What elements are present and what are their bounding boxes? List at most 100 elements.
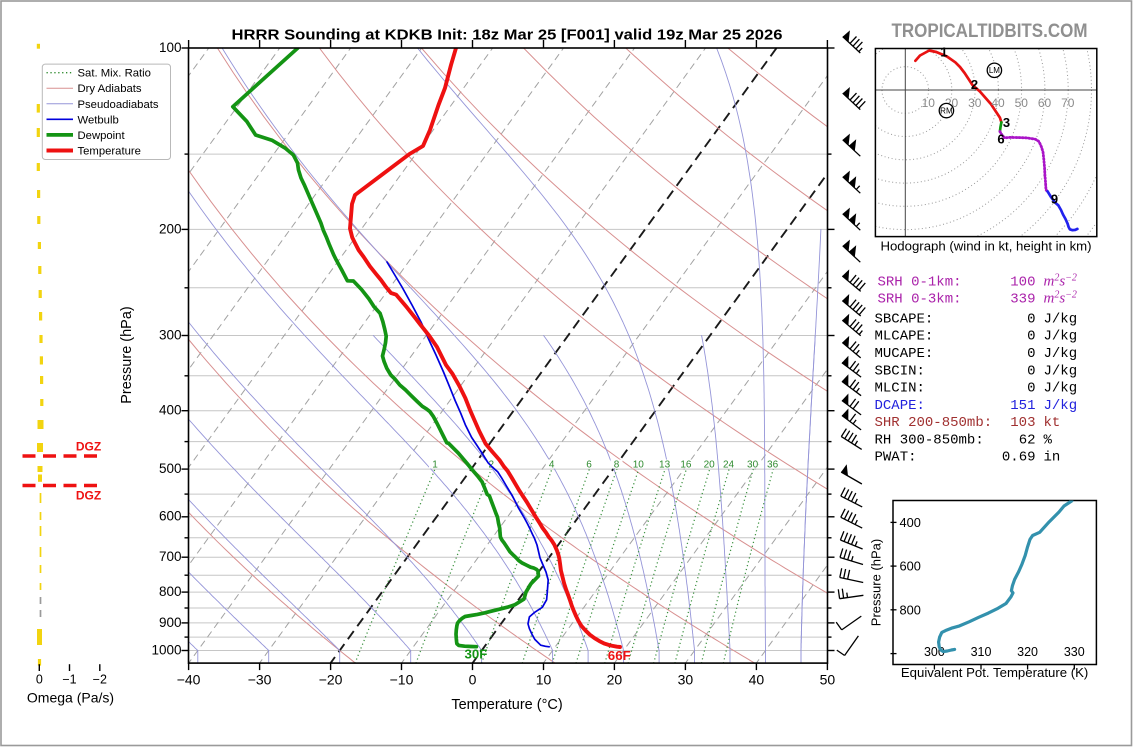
svg-text:20: 20 (704, 460, 716, 471)
svg-text:10: 10 (536, 672, 552, 688)
svg-text:0: 0 (1027, 346, 1035, 362)
svg-text:LM: LM (989, 66, 1000, 75)
svg-text:800: 800 (900, 602, 921, 617)
svg-text:J/kg: J/kg (1044, 346, 1078, 362)
svg-text:40: 40 (749, 672, 765, 688)
svg-text:−30: −30 (248, 672, 272, 688)
svg-text:600: 600 (159, 509, 182, 524)
svg-text:10: 10 (633, 460, 645, 471)
svg-text:20: 20 (607, 672, 623, 688)
svg-text:RM: RM (940, 106, 953, 115)
svg-text:DCAPE:: DCAPE: (875, 398, 925, 414)
svg-text:60: 60 (1038, 96, 1052, 110)
svg-text:−40: −40 (177, 672, 201, 688)
svg-text:J/kg: J/kg (1044, 329, 1078, 345)
svg-text:13: 13 (659, 460, 671, 471)
svg-text:36: 36 (767, 460, 779, 471)
svg-text:62: 62 (1019, 433, 1036, 449)
svg-text:Pseudoadiabats: Pseudoadiabats (78, 99, 159, 111)
svg-text:300: 300 (159, 327, 182, 342)
svg-text:Dry Adiabats: Dry Adiabats (78, 83, 142, 95)
svg-text:SRH 0-1km:: SRH 0-1km: (878, 275, 962, 291)
svg-text:0: 0 (1027, 329, 1035, 345)
svg-text:700: 700 (159, 549, 182, 564)
svg-text:8: 8 (614, 460, 620, 471)
svg-text:MUCAPE:: MUCAPE: (875, 346, 934, 362)
svg-text:0.69: 0.69 (1002, 450, 1036, 466)
svg-text:200: 200 (159, 221, 182, 236)
svg-text:Sat. Mix. Ratio: Sat. Mix. Ratio (78, 68, 151, 80)
svg-text:TROPICALTIDBITS.COM: TROPICALTIDBITS.COM (892, 20, 1088, 42)
svg-text:kt: kt (1044, 415, 1061, 431)
svg-text:400: 400 (900, 515, 921, 530)
svg-text:2: 2 (971, 77, 978, 92)
svg-text:330: 330 (1064, 645, 1085, 659)
svg-text:30: 30 (968, 96, 982, 110)
svg-text:Pressure (hPa): Pressure (hPa) (869, 539, 884, 626)
svg-text:320: 320 (1017, 645, 1038, 659)
svg-text:MLCIN:: MLCIN: (875, 381, 925, 397)
svg-text:Equivalent Pot. Temperature (K: Equivalent Pot. Temperature (K) (901, 665, 1088, 680)
svg-text:Dewpoint: Dewpoint (78, 130, 126, 142)
svg-text:MLCAPE:: MLCAPE: (875, 329, 934, 345)
svg-text:0: 0 (1027, 363, 1035, 379)
svg-text:151: 151 (1010, 398, 1035, 414)
svg-text:J/kg: J/kg (1044, 312, 1078, 328)
svg-text:6: 6 (586, 460, 592, 471)
svg-text:339: 339 (1010, 292, 1035, 308)
svg-text:Hodograph (wind in kt, height: Hodograph (wind in kt, height in km) (880, 239, 1091, 254)
svg-text:70: 70 (1061, 96, 1075, 110)
svg-text:16: 16 (680, 460, 692, 471)
svg-text:−10: −10 (390, 672, 414, 688)
svg-text:−20: −20 (319, 672, 343, 688)
svg-text:DGZ: DGZ (76, 440, 101, 454)
svg-text:PWAT:: PWAT: (875, 450, 917, 466)
svg-text:0: 0 (1027, 312, 1035, 328)
svg-text:J/kg: J/kg (1044, 398, 1078, 414)
svg-text:%: % (1044, 433, 1053, 449)
svg-text:2: 2 (489, 460, 495, 471)
svg-text:600: 600 (900, 559, 921, 574)
svg-text:30: 30 (747, 460, 759, 471)
svg-text:66F: 66F (608, 648, 631, 663)
svg-text:RH 300-850mb:: RH 300-850mb: (875, 433, 984, 449)
svg-text:0: 0 (469, 672, 477, 688)
svg-text:400: 400 (159, 403, 182, 418)
svg-text:−2: −2 (93, 672, 107, 686)
svg-text:9: 9 (1051, 192, 1058, 207)
svg-text:Wetbulb: Wetbulb (78, 114, 119, 126)
svg-text:HRRR Sounding at KDKB Init: 18: HRRR Sounding at KDKB Init: 18z Mar 25 [… (232, 27, 783, 44)
svg-text:J/kg: J/kg (1044, 381, 1078, 397)
svg-text:100: 100 (159, 40, 182, 55)
svg-text:100: 100 (1010, 275, 1035, 291)
svg-text:40: 40 (991, 96, 1005, 110)
svg-text:50: 50 (1015, 96, 1029, 110)
svg-text:310: 310 (971, 645, 992, 659)
svg-text:103: 103 (1010, 415, 1035, 431)
svg-text:0: 0 (36, 672, 43, 686)
svg-text:24: 24 (723, 460, 735, 471)
svg-text:Temperature (°C): Temperature (°C) (451, 697, 562, 713)
svg-text:J/kg: J/kg (1044, 363, 1078, 379)
svg-text:SBCIN:: SBCIN: (875, 363, 925, 379)
svg-text:in: in (1044, 450, 1061, 466)
svg-text:1: 1 (432, 460, 438, 471)
svg-text:3: 3 (1003, 115, 1010, 130)
svg-text:30F: 30F (465, 647, 488, 662)
svg-text:0: 0 (1027, 381, 1035, 397)
svg-text:50: 50 (820, 672, 836, 688)
svg-text:30: 30 (678, 672, 694, 688)
svg-text:6: 6 (997, 132, 1004, 147)
svg-text:Omega (Pa/s): Omega (Pa/s) (27, 690, 114, 706)
svg-text:10: 10 (922, 96, 936, 110)
svg-text:Pressure (hPa): Pressure (hPa) (119, 306, 135, 404)
svg-text:−1: −1 (62, 672, 76, 686)
svg-text:1: 1 (940, 45, 947, 60)
svg-text:SHR 200-850mb:: SHR 200-850mb: (875, 415, 993, 431)
svg-text:500: 500 (159, 461, 182, 476)
svg-text:4: 4 (549, 460, 555, 471)
svg-text:DGZ: DGZ (76, 489, 101, 503)
svg-text:800: 800 (159, 584, 182, 599)
svg-text:900: 900 (159, 615, 182, 630)
svg-text:SBCAPE:: SBCAPE: (875, 312, 934, 328)
